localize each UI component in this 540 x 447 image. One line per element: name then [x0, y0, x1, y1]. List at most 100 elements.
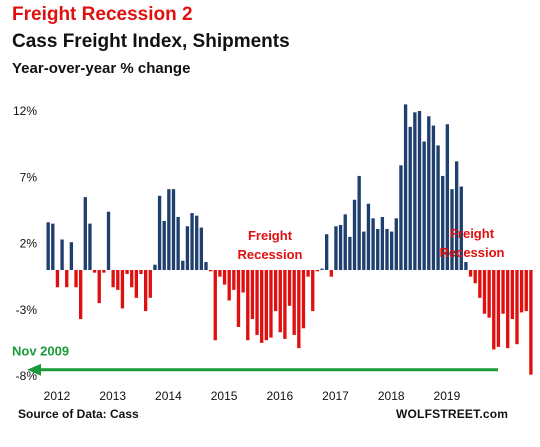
bar: [162, 220, 166, 270]
chart-subtitle: Year-over-year % change: [12, 60, 191, 77]
x-tick-label: 2016: [266, 389, 293, 403]
chart-title: Cass Freight Index, Shipments: [12, 31, 290, 52]
bar: [111, 270, 115, 288]
bar: [403, 104, 408, 271]
bar: [301, 270, 306, 329]
bar: [283, 270, 287, 339]
bar: [241, 270, 245, 293]
bar: [366, 203, 371, 270]
bar: [157, 195, 162, 270]
bar: [506, 270, 510, 349]
bar: [232, 270, 236, 290]
y-tick-label: 7%: [20, 170, 38, 184]
x-tick-label: 2017: [322, 389, 349, 403]
bar: [199, 227, 204, 270]
annotation-label: Freight Recession: [439, 226, 504, 260]
y-tick-label: 12%: [13, 104, 37, 118]
bar: [292, 270, 296, 335]
bar: [380, 217, 385, 270]
bar: [501, 270, 505, 314]
x-tick-label: 2012: [44, 389, 71, 403]
brand-label: WOLFSTREET.com: [396, 407, 509, 421]
bar: [153, 264, 157, 270]
bar: [357, 175, 361, 270]
bar: [436, 145, 440, 270]
bar: [88, 223, 92, 271]
bar: [454, 161, 459, 270]
bar: [143, 270, 148, 312]
bar: [130, 270, 134, 288]
x-tick-label: 2019: [434, 389, 461, 403]
bar: [482, 270, 487, 314]
bar: [348, 236, 352, 271]
bar: [496, 270, 501, 347]
bar: [306, 270, 310, 277]
bar: [83, 197, 87, 271]
annotation-line: Freight: [248, 228, 293, 243]
bar: [273, 270, 278, 312]
bar: [325, 234, 329, 270]
bar: [343, 214, 347, 270]
reference-label: Nov 2009: [12, 344, 69, 359]
bar: [46, 222, 50, 270]
bar: [74, 270, 78, 288]
bar: [524, 270, 528, 312]
bar: [338, 224, 343, 270]
bar: [389, 231, 394, 270]
bar: [167, 189, 171, 270]
bar: [445, 124, 450, 270]
bar: [399, 165, 403, 270]
bar: [478, 270, 482, 298]
x-tick-label: 2018: [378, 389, 405, 403]
bar: [106, 211, 111, 270]
bar: [278, 270, 282, 333]
bar: [297, 270, 301, 349]
bar: [227, 270, 231, 301]
bar: [213, 270, 217, 341]
bar: [450, 189, 454, 270]
bar: [69, 242, 74, 271]
bar: [255, 270, 259, 335]
bar: [417, 111, 422, 270]
bar: [236, 270, 241, 327]
bar: [459, 186, 463, 270]
bar: [218, 270, 222, 277]
bar: [329, 270, 333, 277]
chart-kicker: Freight Recession 2: [12, 4, 193, 25]
bar: [204, 262, 208, 270]
bar: [315, 270, 320, 272]
bar: [311, 270, 315, 312]
bar: [385, 228, 389, 271]
bar: [222, 270, 227, 285]
bar: [408, 126, 412, 271]
bar: [264, 270, 268, 341]
bar: [320, 268, 324, 271]
bar: [510, 270, 515, 320]
annotation-line: Recession: [439, 245, 504, 260]
bar: [78, 270, 83, 320]
y-tick-label: -8%: [16, 369, 38, 383]
bar: [60, 239, 64, 270]
bar: [431, 125, 436, 270]
x-tick-label: 2014: [155, 389, 182, 403]
bar: [171, 189, 176, 270]
bar: [519, 270, 524, 313]
bar: [362, 231, 366, 270]
bar: [190, 213, 194, 270]
bar: [92, 270, 97, 273]
bar: [134, 270, 139, 298]
bar: [371, 218, 375, 270]
bar: [468, 270, 473, 277]
bar: [55, 270, 60, 288]
bar: [65, 270, 69, 288]
bar: [116, 270, 120, 290]
bar: [422, 141, 426, 270]
annotation-line: Recession: [237, 247, 302, 262]
bar: [269, 270, 273, 338]
bar: [120, 270, 125, 309]
bar: [125, 270, 129, 274]
bar: [413, 112, 417, 270]
x-tick-label: 2013: [99, 389, 126, 403]
